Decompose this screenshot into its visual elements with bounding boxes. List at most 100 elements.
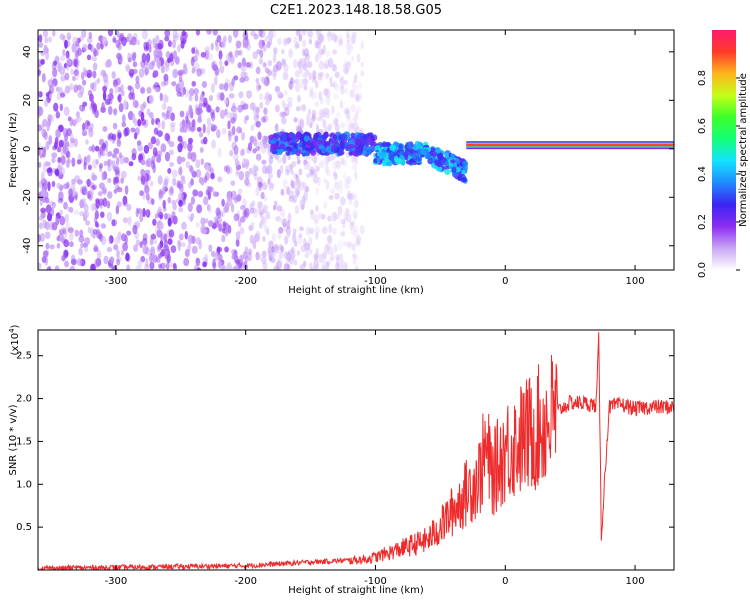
spectrogram-cell — [116, 249, 120, 258]
spectrogram-cell — [208, 95, 214, 102]
spectrogram-cell — [306, 172, 311, 178]
spectrogram-cell — [239, 49, 243, 56]
spectrogram-cell — [292, 233, 297, 243]
spectrogram-cell — [191, 235, 196, 245]
spectrogram-cell — [40, 207, 47, 214]
spectrogram-cell — [332, 211, 338, 222]
spectrogram-cell — [143, 144, 150, 154]
spectrogram-cell — [332, 170, 337, 177]
spectrogram-cell — [219, 109, 226, 119]
spectrogram-cell — [356, 94, 361, 102]
spectrogram-cell — [301, 30, 307, 36]
spectrogram-cell — [262, 203, 269, 214]
spectrogram-cell — [38, 142, 42, 148]
spectrogram-cell — [104, 98, 111, 106]
spectrogram-cell — [311, 109, 317, 118]
colorbar-tick-label: 0.2 — [697, 214, 708, 230]
spectrogram-cell — [120, 177, 124, 184]
spectrogram-cell — [325, 50, 330, 58]
spectrogram-cell — [291, 253, 296, 262]
spectrogram-cell — [299, 264, 306, 270]
spectrogram-cell — [296, 159, 301, 165]
spectrogram-cell — [393, 155, 399, 163]
spectrogram-cell — [262, 206, 267, 214]
spectrogram-cell — [334, 192, 340, 200]
spectrogram-cell — [252, 51, 258, 60]
spectrogram-cell — [342, 138, 348, 144]
spectrogram-cell — [94, 221, 99, 228]
spectrogram-cell — [39, 222, 43, 230]
spectrogram-cell — [437, 166, 443, 172]
spectrogram-cell — [222, 221, 227, 228]
spectrogram-cell — [87, 226, 91, 234]
spectrogram-cell — [343, 178, 349, 185]
spectrogram-cell — [274, 123, 279, 132]
spectrogram-cell — [95, 198, 100, 209]
spectrogram-cell — [229, 55, 235, 63]
spectrogram-cell — [201, 80, 208, 88]
spectrogram-cell — [321, 213, 326, 220]
spectrogram-cell — [74, 194, 78, 201]
spectrogram-cell — [283, 63, 289, 73]
spectrogram-cell — [351, 36, 356, 45]
spectrogram-cell — [207, 220, 214, 227]
spectrogram-cell — [149, 261, 155, 270]
spectrogram-cell — [208, 244, 213, 253]
spectrogram-cell — [187, 142, 193, 152]
spectrogram-cell — [420, 148, 426, 156]
spectrogram-cell — [323, 107, 329, 116]
spectrogram-cell — [369, 146, 376, 151]
spectrogram-cell — [145, 209, 151, 218]
spectrogram-cell — [310, 91, 317, 100]
snr-frame — [37, 329, 675, 571]
spectrogram-cell — [64, 213, 69, 223]
spectrogram-cell — [289, 254, 294, 265]
spectrogram-cell — [212, 124, 218, 131]
spectrogram-cell — [308, 236, 313, 246]
spectrogram-cell — [160, 143, 167, 153]
spectrogram-cell — [314, 226, 320, 235]
spectrogram-cell — [294, 83, 301, 93]
spectrogram-cell — [210, 250, 216, 257]
spectrogram-cell — [349, 122, 355, 130]
spectrogram-cell — [97, 191, 103, 197]
spectrogram-cell — [195, 222, 200, 228]
spectrogram-cell — [41, 72, 46, 83]
spectrogram-cell — [195, 257, 201, 267]
spectrogram-cell — [309, 262, 313, 270]
spectrogram-cell — [51, 157, 56, 164]
spectrogram-cell — [340, 122, 346, 129]
y-tick-label: 40 — [22, 45, 33, 58]
spectrogram-cell — [247, 142, 253, 152]
spectrogram-cell — [207, 186, 214, 193]
spectrogram-cell — [404, 153, 409, 161]
spectrogram-cell — [249, 207, 255, 214]
spectrogram-cell — [311, 113, 316, 120]
spectrogram-cell — [132, 113, 136, 124]
spectrogram-cell — [224, 228, 229, 237]
spectrogram-cell — [114, 236, 121, 245]
spectrogram-cell — [323, 88, 329, 96]
spectrogram-cell — [71, 187, 76, 198]
spectrogram-cell — [223, 82, 229, 92]
spectrogram-cell — [262, 115, 267, 124]
spectrogram-cell — [47, 79, 53, 86]
spectrogram-cell — [92, 62, 98, 71]
spectrogram-cell — [212, 190, 216, 197]
spectrogram-cell — [265, 99, 270, 106]
spectrogram-cell — [228, 266, 234, 270]
spectrogram-cell — [179, 110, 185, 118]
spectrogram-cell — [143, 65, 148, 73]
spectrogram-cell — [196, 126, 202, 133]
spectrogram-cell — [328, 256, 335, 262]
spectrogram-cell — [354, 156, 359, 165]
spectrogram-cell — [292, 148, 297, 154]
spectrogram-cell — [305, 69, 310, 76]
spectrogram-cell — [461, 176, 467, 183]
spectrogram-cell — [112, 122, 118, 130]
spectrogram-cell — [314, 217, 318, 225]
spectrogram-cell — [113, 244, 119, 251]
spectrogram-cell — [293, 173, 298, 180]
spectrogram-cell — [317, 176, 321, 186]
spectrogram-cell — [342, 219, 346, 229]
